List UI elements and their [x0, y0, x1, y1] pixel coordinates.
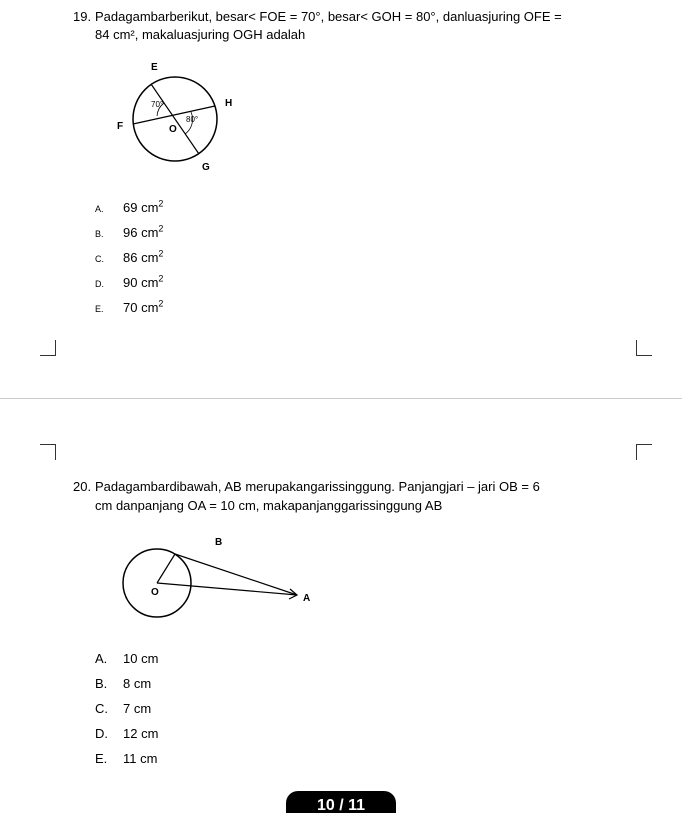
label-A: A — [303, 593, 310, 604]
option-c[interactable]: C. 86 cm2 — [95, 245, 622, 270]
q19-line2: 84 cm², makaluasjuring OGH adalah — [95, 27, 305, 42]
option-text: 90 cm2 — [123, 275, 163, 290]
question-20: 20.Padagambardibawah, AB merupakangariss… — [0, 470, 682, 780]
corner-icon — [636, 340, 652, 356]
option-text: 12 cm — [123, 726, 158, 741]
option-label: C. — [95, 252, 123, 264]
option-b[interactable]: B. 96 cm2 — [95, 220, 622, 245]
option-text: 86 cm2 — [123, 250, 163, 265]
option-label: D. — [95, 726, 123, 741]
option-text: 10 cm — [123, 651, 158, 666]
option-a[interactable]: A. 10 cm — [95, 646, 622, 671]
corner-icon — [636, 444, 652, 460]
option-e[interactable]: E. 70 cm2 — [95, 295, 622, 320]
page-number: 10 / 11 — [317, 797, 365, 813]
page-indicator: 10 / 11 — [286, 791, 396, 813]
option-d[interactable]: D. 90 cm2 — [95, 270, 622, 295]
label-O: O — [169, 124, 177, 135]
option-label: A. — [95, 651, 123, 666]
corner-icon — [40, 340, 56, 356]
option-label: E. — [95, 751, 123, 766]
option-label: E. — [95, 302, 123, 314]
corner-icon — [40, 444, 56, 460]
option-b[interactable]: B. 8 cm — [95, 671, 622, 696]
label-G: G — [202, 162, 210, 173]
q20-line1: Padagambardibawah, AB merupakangarissing… — [95, 479, 540, 494]
q19-diagram: O E F G H 70° 80° — [107, 52, 622, 187]
q20-line2: cm danpanjang OA = 10 cm, makapanjanggar… — [95, 498, 442, 513]
label-H: H — [225, 98, 232, 109]
label-F: F — [117, 121, 123, 132]
option-label: C. — [95, 701, 123, 716]
option-label: B. — [95, 227, 123, 239]
option-text: 8 cm — [123, 676, 151, 691]
q19-line1: Padagambarberikut, besar< FOE = 70°, bes… — [95, 9, 562, 24]
page-divider — [0, 398, 682, 399]
label-O: O — [151, 587, 159, 598]
option-e[interactable]: E. 11 cm — [95, 746, 622, 771]
question-19: 19.Padagambarberikut, besar< FOE = 70°, … — [0, 0, 682, 330]
q20-options: A. 10 cm B. 8 cm C. 7 cm D. 12 cm E. 11 … — [95, 646, 622, 771]
q20-diagram: O A B — [107, 523, 622, 638]
option-text: 69 cm2 — [123, 200, 163, 215]
option-text: 96 cm2 — [123, 225, 163, 240]
option-text: 70 cm2 — [123, 300, 163, 315]
page-container: 19.Padagambarberikut, besar< FOE = 70°, … — [0, 0, 682, 813]
angle-70: 70° — [151, 100, 163, 109]
question-number: 19. — [73, 8, 95, 26]
option-a[interactable]: A. 69 cm2 — [95, 195, 622, 220]
page-break — [0, 340, 682, 460]
question-number: 20. — [73, 478, 95, 496]
option-c[interactable]: C. 7 cm — [95, 696, 622, 721]
option-label: D. — [95, 277, 123, 289]
question-19-text: 19.Padagambarberikut, besar< FOE = 70°, … — [95, 8, 622, 44]
label-B: B — [215, 537, 222, 548]
option-label: B. — [95, 676, 123, 691]
q19-options: A. 69 cm2 B. 96 cm2 C. 86 cm2 D. 90 cm2 … — [95, 195, 622, 320]
option-text: 7 cm — [123, 701, 151, 716]
q20-circle-svg: O A B — [107, 523, 327, 633]
option-text: 11 cm — [123, 751, 157, 766]
option-label: A. — [95, 202, 123, 214]
label-E: E — [151, 62, 158, 73]
option-d[interactable]: D. 12 cm — [95, 721, 622, 746]
question-20-text: 20.Padagambardibawah, AB merupakangariss… — [95, 478, 622, 514]
q19-circle-svg: O E F G H 70° 80° — [107, 52, 267, 182]
